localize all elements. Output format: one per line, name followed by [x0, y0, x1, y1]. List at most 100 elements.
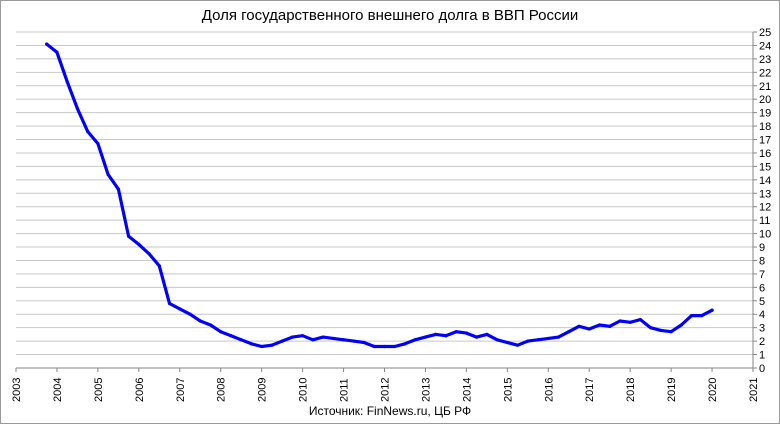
y-tick-label: 3	[759, 323, 765, 335]
data-point	[434, 332, 438, 336]
data-point	[86, 129, 90, 134]
x-tick-label: 2005	[93, 378, 105, 402]
gridlines	[16, 31, 753, 356]
y-tick-label: 0	[759, 363, 765, 375]
data-point	[311, 338, 315, 342]
y-tick-label: 16	[759, 148, 771, 160]
chart-title: Доля государственного внешнего долга в В…	[201, 7, 579, 24]
y-tick-label: 4	[759, 309, 765, 321]
data-point	[352, 339, 356, 343]
x-tick-label: 2020	[707, 378, 719, 402]
data-point	[270, 343, 274, 347]
data-point	[280, 339, 284, 343]
data-point	[679, 323, 683, 327]
data-point	[485, 332, 489, 336]
data-point	[239, 338, 243, 342]
x-tick-label: 2017	[584, 378, 596, 402]
y-tick-label: 24	[759, 40, 771, 52]
y-tick-label: 19	[759, 108, 771, 120]
data-point	[341, 338, 346, 342]
series-line	[45, 42, 714, 349]
data-point	[116, 187, 120, 191]
y-tick-label: 20	[759, 94, 771, 106]
y-tick-label: 17	[759, 135, 771, 147]
data-point	[96, 141, 100, 146]
y-tick-labels: 0123456789101112131415161718192021222324…	[759, 27, 771, 375]
data-point	[147, 252, 151, 256]
y-tick-label: 12	[759, 202, 771, 214]
data-point	[188, 312, 192, 316]
data-point	[75, 107, 80, 111]
data-point	[587, 327, 591, 331]
x-tick-label: 2003	[11, 378, 23, 402]
data-point	[526, 339, 530, 343]
y-tick-label: 25	[759, 27, 771, 39]
x-tick-label: 2007	[175, 378, 187, 402]
y-tick-label: 11	[759, 215, 770, 227]
data-point	[229, 334, 233, 338]
x-tick-label: 2010	[298, 378, 310, 402]
data-point	[659, 328, 663, 332]
data-point	[423, 335, 428, 339]
data-point	[546, 336, 550, 341]
data-point	[495, 338, 499, 342]
chart-source: Источник: FinNews.ru, ЦБ РФ	[308, 404, 472, 418]
y-tick-label: 18	[759, 121, 771, 133]
y-tick-label: 8	[759, 255, 765, 267]
y-tick-label: 9	[759, 242, 765, 254]
data-point	[618, 319, 622, 323]
data-point	[321, 335, 325, 339]
data-point	[65, 80, 69, 84]
data-point	[382, 344, 387, 349]
data-point	[700, 313, 704, 318]
data-point	[106, 172, 110, 177]
data-point	[567, 330, 571, 334]
data-point	[55, 50, 59, 54]
data-point	[45, 42, 49, 46]
y-tick-label: 13	[759, 188, 771, 200]
data-point	[556, 335, 561, 339]
x-tick-labels: 2003 2004 2005 2006 2007 2008 2009 2010 2011 2012…	[11, 378, 760, 402]
data-point	[413, 338, 417, 342]
x-tick-label: 2021	[748, 378, 760, 402]
y-tick-label: 7	[759, 269, 765, 281]
data-point	[178, 307, 182, 311]
data-point	[290, 335, 294, 339]
x-tick-label: 2014	[461, 378, 473, 402]
data-point	[372, 344, 376, 349]
data-point	[362, 340, 366, 345]
x-tick-label: 2009	[257, 378, 269, 402]
series-layer	[45, 42, 714, 349]
data-point	[260, 344, 264, 349]
data-point	[505, 340, 509, 345]
data-point	[608, 324, 612, 328]
data-point	[198, 319, 202, 323]
data-point	[515, 343, 520, 347]
data-point	[157, 264, 161, 268]
x-tick-label: 2004	[52, 378, 64, 402]
y-tick-label: 22	[759, 67, 771, 79]
data-point	[208, 323, 213, 327]
data-point	[689, 313, 694, 318]
data-point	[331, 336, 335, 341]
data-point	[137, 242, 141, 246]
data-point	[597, 323, 602, 327]
data-point	[454, 330, 458, 334]
data-point	[577, 324, 581, 328]
y-tick-label: 1	[759, 350, 765, 362]
data-point	[403, 342, 407, 346]
x-tick-label: 2016	[543, 378, 555, 402]
data-point	[249, 342, 254, 346]
data-point	[126, 234, 131, 238]
data-point	[649, 326, 653, 330]
x-tick-label: 2015	[502, 378, 514, 402]
y-tick-label: 5	[759, 296, 765, 308]
x-tick-label: 2018	[625, 378, 637, 402]
data-point	[710, 308, 714, 312]
data-point	[638, 318, 643, 322]
data-point	[444, 334, 448, 338]
y-tick-label: 15	[759, 161, 771, 173]
data-point	[301, 334, 305, 338]
